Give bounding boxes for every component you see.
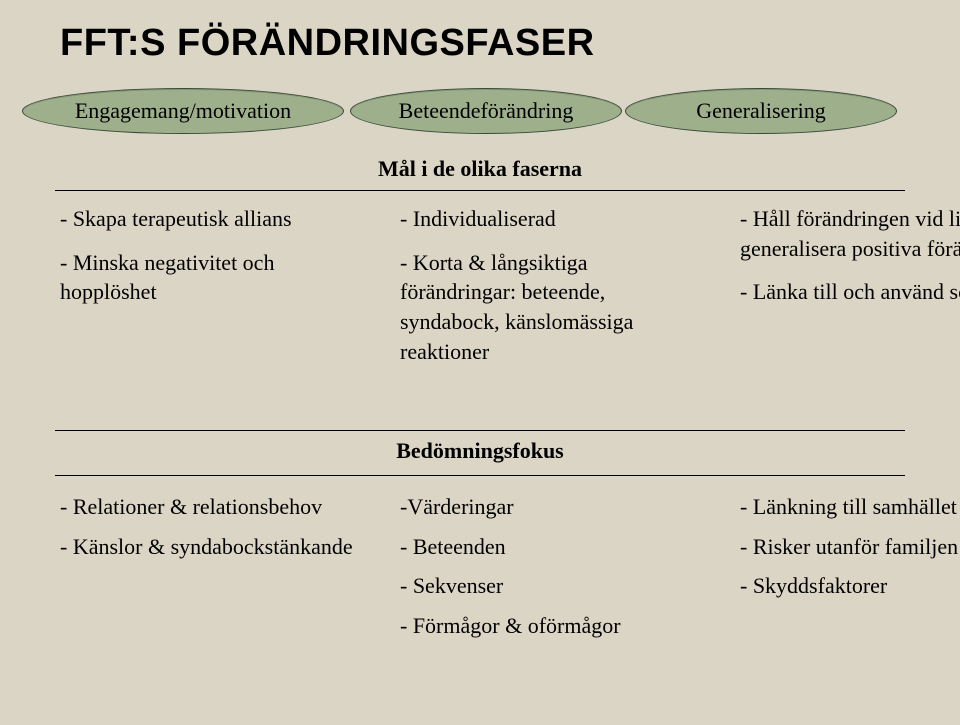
focus-item: - Risker utanför familjen xyxy=(740,532,960,562)
goals-col-behaviour: - Individualiserad - Korta & långsiktiga… xyxy=(380,200,720,380)
goal-item: - Håll förändringen vid liv & generalise… xyxy=(740,204,960,263)
slide: FFT:S FÖRÄNDRINGSFASER Engagemang/motiva… xyxy=(0,0,960,725)
rule-2 xyxy=(55,430,905,431)
section-header-focus: Bedömningsfokus xyxy=(0,438,960,464)
goals-columns: - Skapa terapeutisk allians - Minska neg… xyxy=(0,200,960,380)
focus-item: - Sekvenser xyxy=(400,571,700,601)
slide-title: FFT:S FÖRÄNDRINGSFASER xyxy=(60,22,595,65)
focus-columns: - Relationer & relationsbehov - Känslor … xyxy=(0,490,960,651)
focus-item: - Skyddsfaktorer xyxy=(740,571,960,601)
focus-item: - Känslor & syndabockstänkande xyxy=(60,532,360,562)
focus-item: - Beteenden xyxy=(400,532,700,562)
focus-item: - Relationer & relationsbehov xyxy=(60,492,360,522)
focus-col-generalisation: - Länkning till samhället - Risker utanf… xyxy=(720,490,960,651)
focus-item: - Förmågor & oförmågor xyxy=(400,611,700,641)
goals-col-generalisation: - Håll förändringen vid liv & generalise… xyxy=(720,200,960,380)
focus-col-engagement: - Relationer & relationsbehov - Känslor … xyxy=(0,490,380,651)
goal-item: - Skapa terapeutisk allians xyxy=(60,204,360,234)
goal-item: - Individualiserad xyxy=(400,204,700,234)
goal-item: - Minska negativitet och hopplöshet xyxy=(60,248,360,307)
goals-col-engagement: - Skapa terapeutisk allians - Minska neg… xyxy=(0,200,380,380)
phase-row: Engagemang/motivation Beteendeförändring… xyxy=(0,80,960,140)
section-header-goals: Mål i de olika faserna xyxy=(0,156,960,182)
focus-item: -Värderingar xyxy=(400,492,700,522)
phase-ellipse-2: Beteendeförändring xyxy=(350,88,622,134)
phase-ellipse-3: Generalisering xyxy=(625,88,897,134)
goal-item: - Korta & långsiktiga förändringar: bete… xyxy=(400,248,700,367)
rule-3 xyxy=(55,475,905,476)
phase-ellipse-1: Engagemang/motivation xyxy=(22,88,344,134)
rule-1 xyxy=(55,190,905,191)
goal-item: - Länka till och använd socialt stöd xyxy=(740,277,960,307)
focus-col-behaviour: -Värderingar - Beteenden - Sekvenser - F… xyxy=(380,490,720,651)
focus-item: - Länkning till samhället xyxy=(740,492,960,522)
